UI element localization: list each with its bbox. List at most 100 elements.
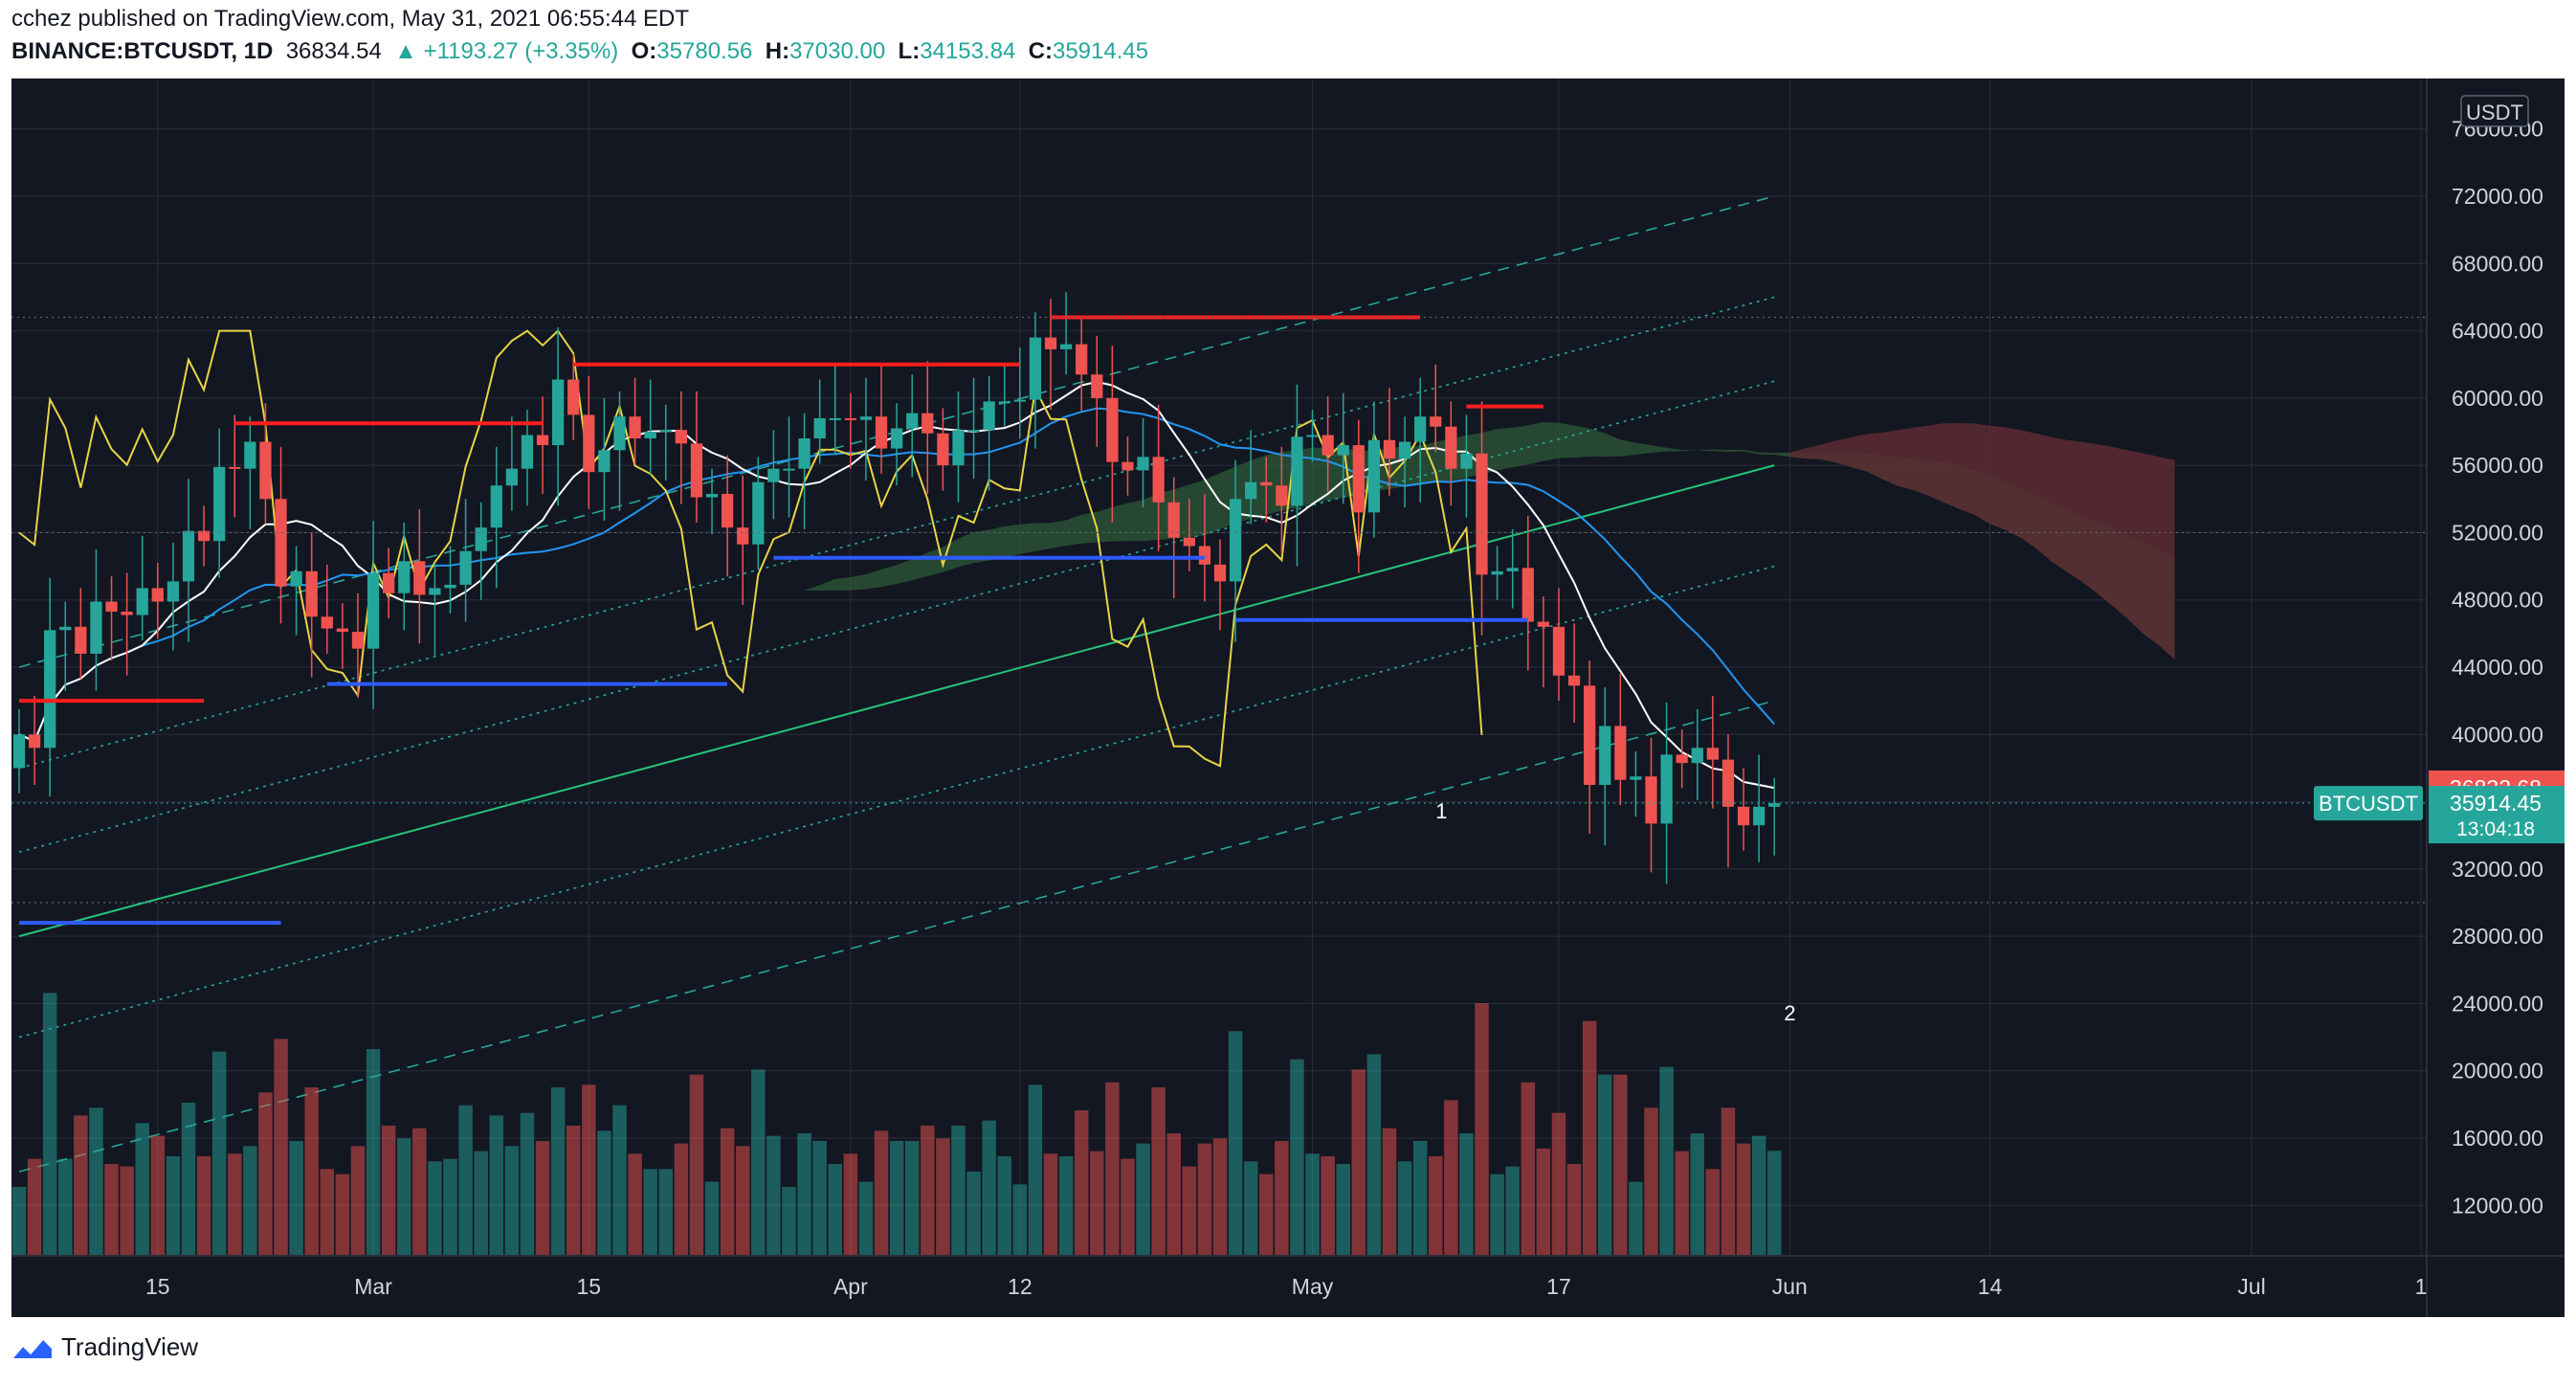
high-value: 37030.00 — [789, 38, 886, 64]
volume-bar — [1090, 1151, 1104, 1256]
volume-bar — [704, 1181, 720, 1256]
volume-bar — [1151, 1087, 1166, 1256]
candle-body — [305, 570, 318, 617]
volume-bar — [196, 1156, 211, 1256]
y-tick-label: 56000.00 — [2452, 453, 2543, 478]
candle-body — [275, 499, 287, 587]
volume-bar — [74, 1115, 88, 1256]
candle-body — [952, 430, 965, 466]
candle-body — [1584, 685, 1596, 785]
volume-bar — [1397, 1161, 1412, 1256]
x-tick-label: 14 — [1978, 1274, 2003, 1299]
volume-bar — [535, 1141, 550, 1256]
y-tick-label: 32000.00 — [2452, 857, 2543, 882]
candle-body — [1137, 457, 1149, 471]
candle-body — [1044, 337, 1057, 349]
x-tick-label: 12 — [1008, 1274, 1033, 1299]
price-chart[interactable]: 1212000.0016000.0020000.0024000.0028000.… — [11, 78, 2565, 1317]
volume-bar — [366, 1049, 381, 1256]
candle-body — [1445, 426, 1457, 469]
volume-bar — [1074, 1110, 1089, 1256]
candle-body — [613, 416, 626, 451]
candle-body — [1721, 759, 1735, 807]
volume-bar — [489, 1115, 504, 1256]
symbol-name[interactable]: BINANCE:BTCUSDT, 1D — [11, 38, 274, 64]
candle-body — [1291, 436, 1303, 506]
x-tick-label: 15 — [577, 1274, 602, 1299]
candle-body — [1676, 754, 1688, 764]
candle-body — [521, 435, 534, 469]
candle-body — [366, 572, 380, 649]
volume-bar — [1382, 1128, 1397, 1256]
volume-bar — [904, 1141, 920, 1256]
volume-bar — [89, 1107, 103, 1256]
candle-body — [1245, 481, 1257, 500]
candle-body — [1521, 568, 1534, 622]
volume-bar — [874, 1130, 889, 1256]
volume-bar — [258, 1092, 273, 1256]
publisher-line: cchez published on TradingView.com, May … — [11, 6, 689, 32]
last-price: 36834.54 — [285, 38, 382, 64]
volume-bar — [428, 1161, 442, 1256]
y-tick-label: 40000.00 — [2452, 722, 2543, 747]
volume-bar — [1182, 1166, 1197, 1256]
candle-body — [583, 414, 595, 473]
close-value: 35914.45 — [1052, 38, 1149, 64]
volume-bar — [1136, 1143, 1150, 1256]
volume-bar — [1521, 1082, 1536, 1256]
footer: TradingView — [10, 1332, 198, 1362]
volume-bar — [582, 1084, 596, 1256]
candle-body — [105, 601, 118, 613]
candle-body — [1460, 453, 1473, 469]
candle-body — [737, 527, 749, 545]
candle-body — [90, 601, 102, 654]
x-tick-label: Mar — [354, 1274, 392, 1299]
volume-bar — [1028, 1084, 1043, 1256]
candle-body — [891, 428, 903, 449]
candle-body — [1306, 435, 1319, 437]
candle-body — [1737, 806, 1750, 826]
candle-body — [28, 734, 41, 749]
volume-bar — [1336, 1164, 1350, 1256]
volume-bar — [1613, 1074, 1628, 1256]
candle-body — [1630, 776, 1642, 780]
volume-bar — [58, 1158, 73, 1256]
candle-body — [59, 626, 72, 631]
candle-body — [705, 494, 719, 498]
volume-bar — [135, 1123, 149, 1256]
volume-bar — [474, 1151, 488, 1256]
wave-label-2: 2 — [1784, 1001, 1795, 1025]
candle-body — [429, 588, 441, 595]
x-tick-label: 17 — [1546, 1274, 1571, 1299]
volume-bar — [458, 1105, 473, 1256]
open-label: O: — [631, 38, 657, 64]
candle-body — [459, 550, 472, 585]
countdown-label: 13:04:18 — [2456, 818, 2535, 840]
candle-body — [659, 430, 672, 433]
candle-body — [1753, 806, 1765, 826]
candle-body — [1106, 397, 1119, 462]
volume-bar — [1444, 1100, 1458, 1256]
candle-body — [752, 481, 765, 545]
tradingview-brand[interactable]: TradingView — [61, 1332, 199, 1361]
y-tick-label: 28000.00 — [2452, 924, 2543, 949]
y-tick-label: 68000.00 — [2452, 251, 2543, 276]
currency-badge — [2460, 95, 2529, 127]
volume-bar — [797, 1133, 811, 1256]
candle-body — [859, 416, 873, 420]
volume-bar — [1551, 1112, 1566, 1256]
candle-body — [151, 588, 164, 602]
volume-bar — [1366, 1054, 1382, 1256]
volume-bar — [1459, 1133, 1474, 1256]
candle-body — [75, 626, 87, 654]
candle-body — [1414, 416, 1427, 442]
candle-body — [444, 584, 456, 589]
volume-bar — [289, 1141, 303, 1256]
volume-bar — [1505, 1166, 1520, 1256]
candle-body — [1352, 445, 1365, 513]
volume-bar — [1766, 1151, 1782, 1256]
volume-bar — [966, 1172, 981, 1256]
candle-body — [1476, 453, 1488, 575]
candle-body — [1198, 546, 1211, 565]
volume-bar — [1412, 1141, 1428, 1256]
